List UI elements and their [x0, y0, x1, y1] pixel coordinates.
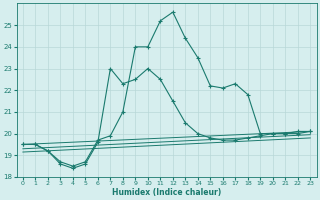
X-axis label: Humidex (Indice chaleur): Humidex (Indice chaleur)	[112, 188, 221, 197]
